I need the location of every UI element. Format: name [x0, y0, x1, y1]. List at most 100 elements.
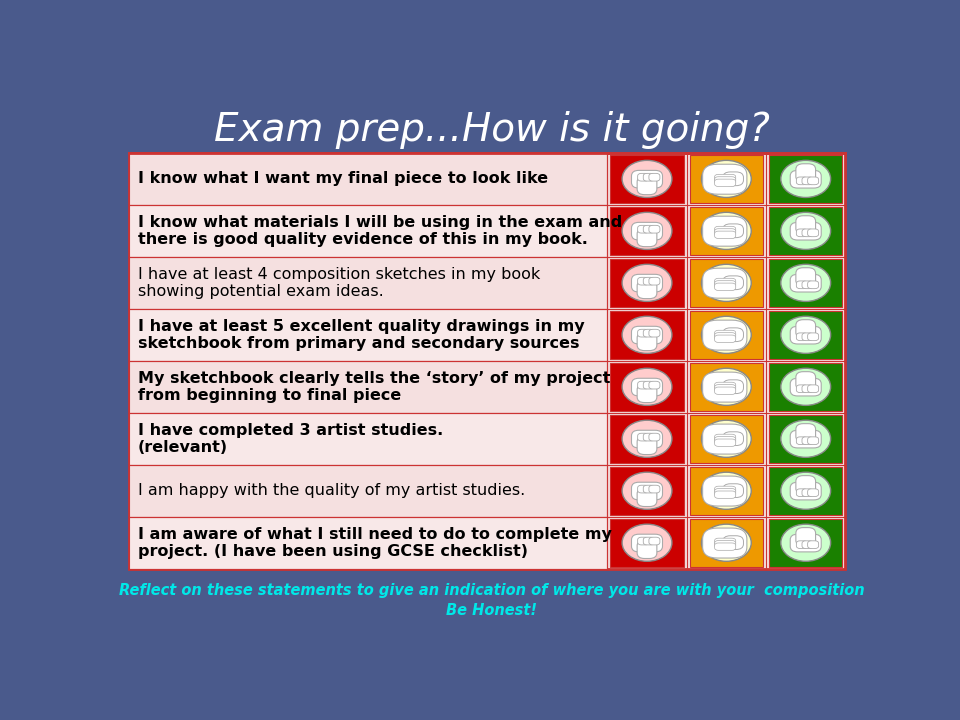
Circle shape — [622, 368, 672, 405]
FancyBboxPatch shape — [790, 431, 821, 448]
FancyBboxPatch shape — [632, 482, 662, 500]
FancyBboxPatch shape — [714, 439, 735, 446]
FancyBboxPatch shape — [637, 433, 649, 441]
FancyBboxPatch shape — [637, 384, 657, 402]
Circle shape — [702, 161, 752, 197]
FancyBboxPatch shape — [714, 283, 735, 290]
Circle shape — [622, 524, 672, 562]
FancyBboxPatch shape — [802, 541, 813, 549]
FancyBboxPatch shape — [714, 229, 735, 236]
FancyBboxPatch shape — [637, 174, 649, 181]
FancyBboxPatch shape — [611, 259, 684, 307]
FancyBboxPatch shape — [649, 277, 660, 285]
FancyBboxPatch shape — [797, 281, 807, 289]
FancyBboxPatch shape — [714, 387, 735, 395]
FancyBboxPatch shape — [796, 372, 816, 390]
FancyBboxPatch shape — [796, 528, 816, 546]
FancyBboxPatch shape — [714, 486, 735, 493]
FancyBboxPatch shape — [769, 311, 843, 359]
FancyBboxPatch shape — [714, 333, 735, 340]
FancyBboxPatch shape — [807, 229, 819, 237]
FancyBboxPatch shape — [714, 384, 735, 392]
FancyBboxPatch shape — [637, 485, 649, 493]
FancyBboxPatch shape — [703, 528, 747, 558]
FancyBboxPatch shape — [796, 423, 816, 442]
FancyBboxPatch shape — [723, 276, 743, 289]
FancyBboxPatch shape — [714, 538, 735, 546]
FancyBboxPatch shape — [802, 385, 813, 392]
FancyBboxPatch shape — [649, 174, 660, 181]
Circle shape — [622, 161, 672, 197]
FancyBboxPatch shape — [796, 476, 816, 494]
Circle shape — [622, 212, 672, 249]
FancyBboxPatch shape — [637, 329, 649, 337]
Circle shape — [622, 420, 672, 457]
FancyBboxPatch shape — [649, 537, 660, 545]
FancyBboxPatch shape — [769, 259, 843, 307]
FancyBboxPatch shape — [723, 484, 743, 498]
FancyBboxPatch shape — [611, 519, 684, 567]
FancyBboxPatch shape — [703, 216, 747, 246]
FancyBboxPatch shape — [796, 163, 816, 182]
Text: I have completed 3 artist studies.
(relevant): I have completed 3 artist studies. (rele… — [138, 423, 444, 455]
FancyBboxPatch shape — [637, 277, 649, 285]
FancyBboxPatch shape — [797, 541, 807, 549]
Circle shape — [780, 316, 830, 354]
FancyBboxPatch shape — [703, 372, 747, 402]
FancyBboxPatch shape — [790, 171, 821, 188]
FancyBboxPatch shape — [611, 155, 684, 203]
FancyBboxPatch shape — [802, 489, 813, 497]
Circle shape — [622, 264, 672, 302]
FancyBboxPatch shape — [769, 207, 843, 255]
FancyBboxPatch shape — [637, 382, 649, 389]
FancyBboxPatch shape — [769, 519, 843, 567]
FancyBboxPatch shape — [703, 424, 747, 454]
FancyBboxPatch shape — [637, 537, 649, 545]
FancyBboxPatch shape — [790, 534, 821, 552]
FancyBboxPatch shape — [723, 172, 743, 186]
FancyBboxPatch shape — [723, 432, 743, 446]
Circle shape — [702, 420, 752, 457]
FancyBboxPatch shape — [643, 382, 655, 389]
Text: Reflect on these statements to give an indication of where you are with your  co: Reflect on these statements to give an i… — [119, 583, 865, 598]
FancyBboxPatch shape — [129, 309, 608, 361]
FancyBboxPatch shape — [129, 413, 608, 465]
FancyBboxPatch shape — [703, 164, 747, 194]
Circle shape — [702, 524, 752, 562]
FancyBboxPatch shape — [689, 415, 763, 462]
FancyBboxPatch shape — [723, 224, 743, 238]
FancyBboxPatch shape — [714, 541, 735, 548]
FancyBboxPatch shape — [637, 488, 657, 506]
FancyBboxPatch shape — [797, 177, 807, 185]
Text: I know what I want my final piece to look like: I know what I want my final piece to loo… — [138, 171, 548, 186]
FancyBboxPatch shape — [769, 467, 843, 515]
Circle shape — [780, 368, 830, 405]
FancyBboxPatch shape — [807, 281, 819, 289]
FancyBboxPatch shape — [611, 311, 684, 359]
FancyBboxPatch shape — [637, 228, 657, 247]
Circle shape — [622, 316, 672, 354]
Circle shape — [702, 264, 752, 302]
FancyBboxPatch shape — [637, 436, 657, 454]
FancyBboxPatch shape — [632, 326, 662, 344]
FancyBboxPatch shape — [790, 274, 821, 292]
FancyBboxPatch shape — [689, 311, 763, 359]
FancyBboxPatch shape — [129, 205, 608, 257]
FancyBboxPatch shape — [637, 333, 657, 351]
FancyBboxPatch shape — [807, 385, 819, 392]
FancyBboxPatch shape — [714, 279, 735, 286]
FancyBboxPatch shape — [797, 385, 807, 392]
FancyBboxPatch shape — [797, 489, 807, 497]
FancyBboxPatch shape — [797, 229, 807, 237]
FancyBboxPatch shape — [689, 155, 763, 203]
FancyBboxPatch shape — [643, 537, 655, 545]
FancyBboxPatch shape — [611, 415, 684, 462]
FancyBboxPatch shape — [632, 378, 662, 396]
FancyBboxPatch shape — [796, 320, 816, 338]
FancyBboxPatch shape — [769, 363, 843, 410]
FancyBboxPatch shape — [714, 231, 735, 238]
FancyBboxPatch shape — [714, 335, 735, 343]
FancyBboxPatch shape — [802, 229, 813, 237]
FancyBboxPatch shape — [802, 281, 813, 289]
FancyBboxPatch shape — [129, 153, 846, 569]
